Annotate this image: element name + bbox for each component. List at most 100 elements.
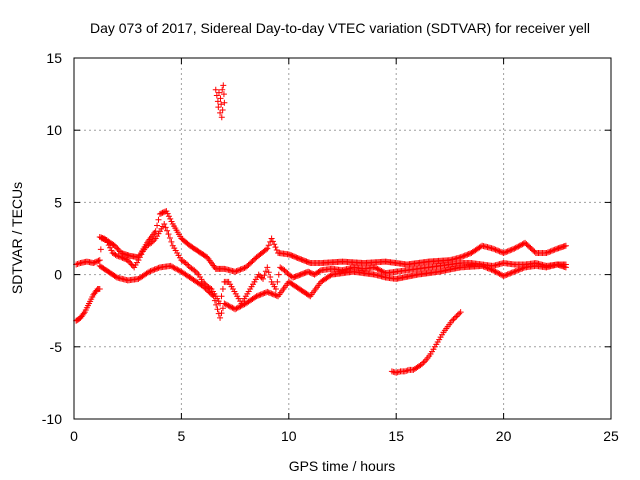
point-main-band xyxy=(166,235,173,242)
point-lower-branch xyxy=(265,289,272,296)
point-lower-branch xyxy=(509,269,516,276)
point-upper-branch xyxy=(304,259,311,266)
point-lower-branch xyxy=(505,270,512,277)
point-upper-branch xyxy=(152,228,159,235)
point-lower-branch xyxy=(562,264,569,271)
point-upper-branch xyxy=(512,244,519,251)
point-lower-branch xyxy=(222,301,229,308)
point-upper-branch xyxy=(507,247,514,254)
point-high-outlier-cluster xyxy=(215,89,222,96)
point-main-band xyxy=(307,269,314,276)
point-lower-branch xyxy=(219,305,226,312)
point-lower-branch xyxy=(501,272,508,279)
point-upper-branch xyxy=(520,240,527,247)
point-upper-branch xyxy=(543,249,550,256)
point-upper-branch xyxy=(246,260,253,267)
plot-frame xyxy=(73,57,612,420)
point-main-band xyxy=(377,267,384,274)
point-upper-branch xyxy=(493,247,500,254)
point-main-band xyxy=(107,244,114,251)
point-lower-branch xyxy=(151,266,158,273)
point-main-band xyxy=(274,278,281,285)
point-high-outlier-cluster xyxy=(217,95,224,102)
point-upper-branch xyxy=(505,247,512,254)
x-tick-label: 25 xyxy=(603,428,619,444)
point-main-band xyxy=(194,270,201,277)
point-main-band xyxy=(373,265,380,272)
point-lower-branch xyxy=(147,268,154,275)
point-main-band xyxy=(91,259,98,266)
point-upper-branch xyxy=(527,244,534,251)
point-upper-branch xyxy=(168,218,175,225)
point-upper-branch xyxy=(509,246,516,253)
point-main-band xyxy=(95,257,102,264)
point-lower-branch xyxy=(213,301,220,308)
point-upper-branch xyxy=(457,254,464,261)
point-lower-branch xyxy=(221,300,228,307)
point-lower-branch xyxy=(480,263,487,270)
point-main-band xyxy=(191,267,198,274)
point-upper-branch xyxy=(526,243,533,250)
point-lower-branch xyxy=(508,269,515,276)
point-lower-branch xyxy=(512,268,519,275)
point-main-band xyxy=(219,286,226,293)
point-late-negative-arc xyxy=(421,358,428,365)
point-main-band xyxy=(127,260,134,267)
point-lower-branch xyxy=(167,262,174,269)
point-upper-branch xyxy=(160,209,167,216)
x-tick-label: 15 xyxy=(388,428,404,444)
point-lower-branch xyxy=(225,302,232,309)
point-high-outlier-cluster xyxy=(218,101,225,108)
point-lower-branch xyxy=(519,265,526,272)
point-late-negative-arc xyxy=(453,313,460,320)
point-lower-branch xyxy=(234,304,241,311)
point-upper-branch xyxy=(249,258,256,265)
point-upper-branch xyxy=(114,245,121,252)
point-main-band xyxy=(125,258,132,265)
point-upper-branch xyxy=(511,245,518,252)
point-lower-branch xyxy=(488,266,495,273)
point-early-negative-arc xyxy=(80,310,87,317)
point-upper-branch xyxy=(496,248,503,255)
point-lower-branch xyxy=(218,310,225,317)
point-upper-branch xyxy=(167,215,174,222)
point-upper-branch xyxy=(289,252,296,259)
point-main-band xyxy=(316,268,323,275)
point-upper-branch xyxy=(164,210,171,217)
y-tick-label: -10 xyxy=(42,411,62,427)
point-upper-branch xyxy=(272,244,279,251)
point-upper-branch xyxy=(269,238,276,245)
point-upper-branch xyxy=(491,246,498,253)
point-upper-branch xyxy=(240,265,247,272)
point-lower-branch xyxy=(267,290,274,297)
point-upper-branch xyxy=(250,256,257,263)
point-upper-branch xyxy=(298,256,305,263)
point-upper-branch xyxy=(508,246,515,253)
y-axis-label: SDTVAR / TECUs xyxy=(9,182,25,294)
point-lower-branch xyxy=(269,291,276,298)
point-upper-branch xyxy=(495,247,502,254)
point-lower-branch xyxy=(144,269,151,276)
point-main-band xyxy=(96,257,103,264)
point-lower-branch xyxy=(229,304,236,311)
point-upper-branch xyxy=(461,252,468,259)
point-upper-branch xyxy=(300,257,307,264)
point-lower-branch xyxy=(271,291,278,298)
point-lower-branch xyxy=(492,268,499,275)
point-upper-branch xyxy=(163,208,170,215)
point-upper-branch xyxy=(244,263,251,270)
point-main-band xyxy=(257,273,264,280)
point-upper-branch xyxy=(504,248,511,255)
point-main-band xyxy=(379,268,386,275)
point-lower-branch xyxy=(148,267,155,274)
point-lower-branch xyxy=(272,292,279,299)
point-high-outlier-cluster xyxy=(219,86,226,93)
x-tick-label: 5 xyxy=(178,428,186,444)
point-main-band xyxy=(375,266,382,273)
point-high-outlier-cluster xyxy=(220,91,227,98)
point-main-band xyxy=(94,258,101,265)
point-upper-branch xyxy=(245,261,252,268)
point-lower-branch xyxy=(253,293,260,300)
point-main-band xyxy=(267,274,274,281)
point-lower-branch xyxy=(170,264,177,271)
